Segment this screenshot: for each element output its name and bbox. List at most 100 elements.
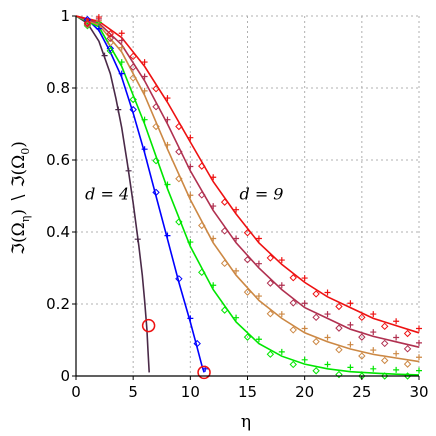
- marker-diamond-d8: [380, 339, 389, 348]
- marker-plus-d6: [301, 356, 308, 363]
- marker-plus-d7: [141, 87, 148, 94]
- marker-diamond-d7: [198, 221, 206, 230]
- marker-diamond-d9: [129, 52, 137, 61]
- marker-plus-d9: [95, 14, 102, 21]
- marker-diamond-d9: [380, 322, 389, 331]
- annotation-label: d = 9: [239, 185, 283, 204]
- marker-plus-d9: [164, 95, 171, 102]
- grid-layer: [76, 15, 420, 376]
- marker-plus-d8: [301, 300, 308, 307]
- marker-diamond-d9: [243, 229, 252, 237]
- marker-plus-d6: [255, 336, 262, 343]
- marker-diamond-d9: [198, 162, 206, 170]
- marker-plus-d7: [347, 341, 354, 348]
- marker-diamond-d6: [129, 95, 137, 104]
- y-axis-title: ℑ(Ωη) ∖ ℑ(Ω0): [9, 141, 32, 255]
- x-tick-label: 20: [295, 383, 314, 401]
- marker-diamond-d9: [312, 290, 320, 298]
- marker-plus-d8: [370, 329, 377, 336]
- marker-diamond-d7: [358, 352, 366, 360]
- x-tick-label: 10: [181, 383, 200, 401]
- marker-diamond-d9: [152, 85, 160, 93]
- marker-plus-d9: [278, 257, 285, 264]
- y-axis-title-part-1: ℑ(Ω: [9, 222, 29, 255]
- marker-plus-d4: [125, 167, 132, 174]
- marker-diamond-d7: [403, 360, 412, 368]
- marker-diamond-d6: [266, 350, 275, 358]
- marker-plus-d4: [134, 236, 141, 243]
- marker-diamond-d5: [193, 339, 201, 348]
- marker-plus-d6: [233, 314, 240, 321]
- marker-diamond-d6: [198, 268, 206, 277]
- marker-diamond-d7: [220, 259, 229, 268]
- marker-plus-d9: [255, 235, 262, 242]
- series-line-d9: [75, 15, 420, 334]
- marker-diamond-d8: [152, 103, 160, 111]
- marker-plus-d7: [118, 44, 125, 51]
- marker-plus-d8: [233, 235, 240, 242]
- marker-plus-d8: [278, 282, 285, 289]
- marker-plus-d7: [301, 325, 308, 332]
- series-line-d7: [75, 15, 420, 363]
- marker-diamond-d8: [358, 333, 366, 341]
- marker-diamond-d9: [106, 30, 115, 38]
- marker-diamond-d8: [83, 20, 92, 28]
- marker-plus-d6: [118, 59, 125, 66]
- axis-layer: [72, 15, 420, 380]
- marker-plus-d5: [187, 315, 194, 322]
- series-line-d8: [75, 15, 420, 348]
- marker-plus-d7: [416, 354, 422, 361]
- marker-diamond-d5: [152, 188, 160, 197]
- endpoint-circle: [141, 318, 156, 333]
- series-line-d4: [75, 15, 150, 373]
- marker-diamond-d8: [198, 191, 206, 199]
- marker-diamond-d8: [129, 63, 137, 71]
- tick-layer: 0 5 10 15 20 25 30 0 0.2 0.4 0.6 0.8 1: [46, 7, 428, 401]
- marker-plus-d4: [101, 52, 108, 59]
- x-axis-title: η: [241, 412, 251, 432]
- marker-plus-d5: [118, 70, 125, 77]
- endpoint-circle: [197, 365, 211, 380]
- marker-diamond-d7: [152, 122, 160, 131]
- x-tick-label: 0: [71, 383, 81, 401]
- marker-diamond-d6: [152, 157, 160, 165]
- marker-diamond-d6: [403, 372, 412, 380]
- marker-plus-d7: [255, 293, 262, 300]
- series-line-d5: [75, 15, 205, 373]
- marker-diamond-d6: [312, 367, 320, 375]
- marker-plus-d9: [301, 275, 308, 282]
- marker-plus-d6: [416, 367, 422, 374]
- marker-plus-d8: [393, 334, 400, 341]
- series-layer: [75, 15, 420, 376]
- marker-plus-d8: [141, 73, 148, 80]
- marker-plus-d6: [164, 181, 171, 188]
- marker-plus-d8: [416, 339, 422, 346]
- marker-plus-d9: [118, 30, 125, 37]
- marker-diamond-d9: [266, 254, 275, 262]
- marker-plus-d7: [187, 192, 194, 199]
- marker-diamond-d8: [403, 345, 412, 353]
- x-tick-label: 15: [238, 383, 257, 401]
- x-tick-label: 30: [409, 383, 428, 401]
- marker-diamond-d6: [289, 360, 297, 369]
- marker-diamond-d9: [335, 302, 343, 311]
- marker-plus-d9: [233, 206, 240, 213]
- marker-diamond-d6: [220, 306, 229, 314]
- svg-text:ℑ(Ωη) ∖ ℑ(Ω0): ℑ(Ωη) ∖ ℑ(Ω0): [9, 141, 32, 255]
- marker-diamond-d7: [106, 39, 115, 47]
- marker-diamond-d9: [220, 198, 229, 206]
- marker-diamond-d9: [289, 274, 297, 282]
- marker-diamond-d7: [380, 356, 389, 365]
- marker-plus-d9: [210, 174, 217, 181]
- marker-plus-d9: [370, 311, 377, 318]
- marker-diamond-d8: [220, 227, 229, 235]
- marker-plus-d9: [324, 289, 331, 296]
- x-tick-label: 5: [128, 383, 138, 401]
- marker-diamond-d6: [380, 372, 389, 380]
- marker-diamond-d9: [358, 313, 366, 322]
- marker-plus-d8: [255, 260, 262, 267]
- y-axis-title-sub-2: 0: [19, 148, 32, 155]
- marker-plus-d8: [118, 37, 125, 44]
- marker-diamond-d8: [175, 148, 183, 156]
- marker-plus-d7: [164, 141, 171, 148]
